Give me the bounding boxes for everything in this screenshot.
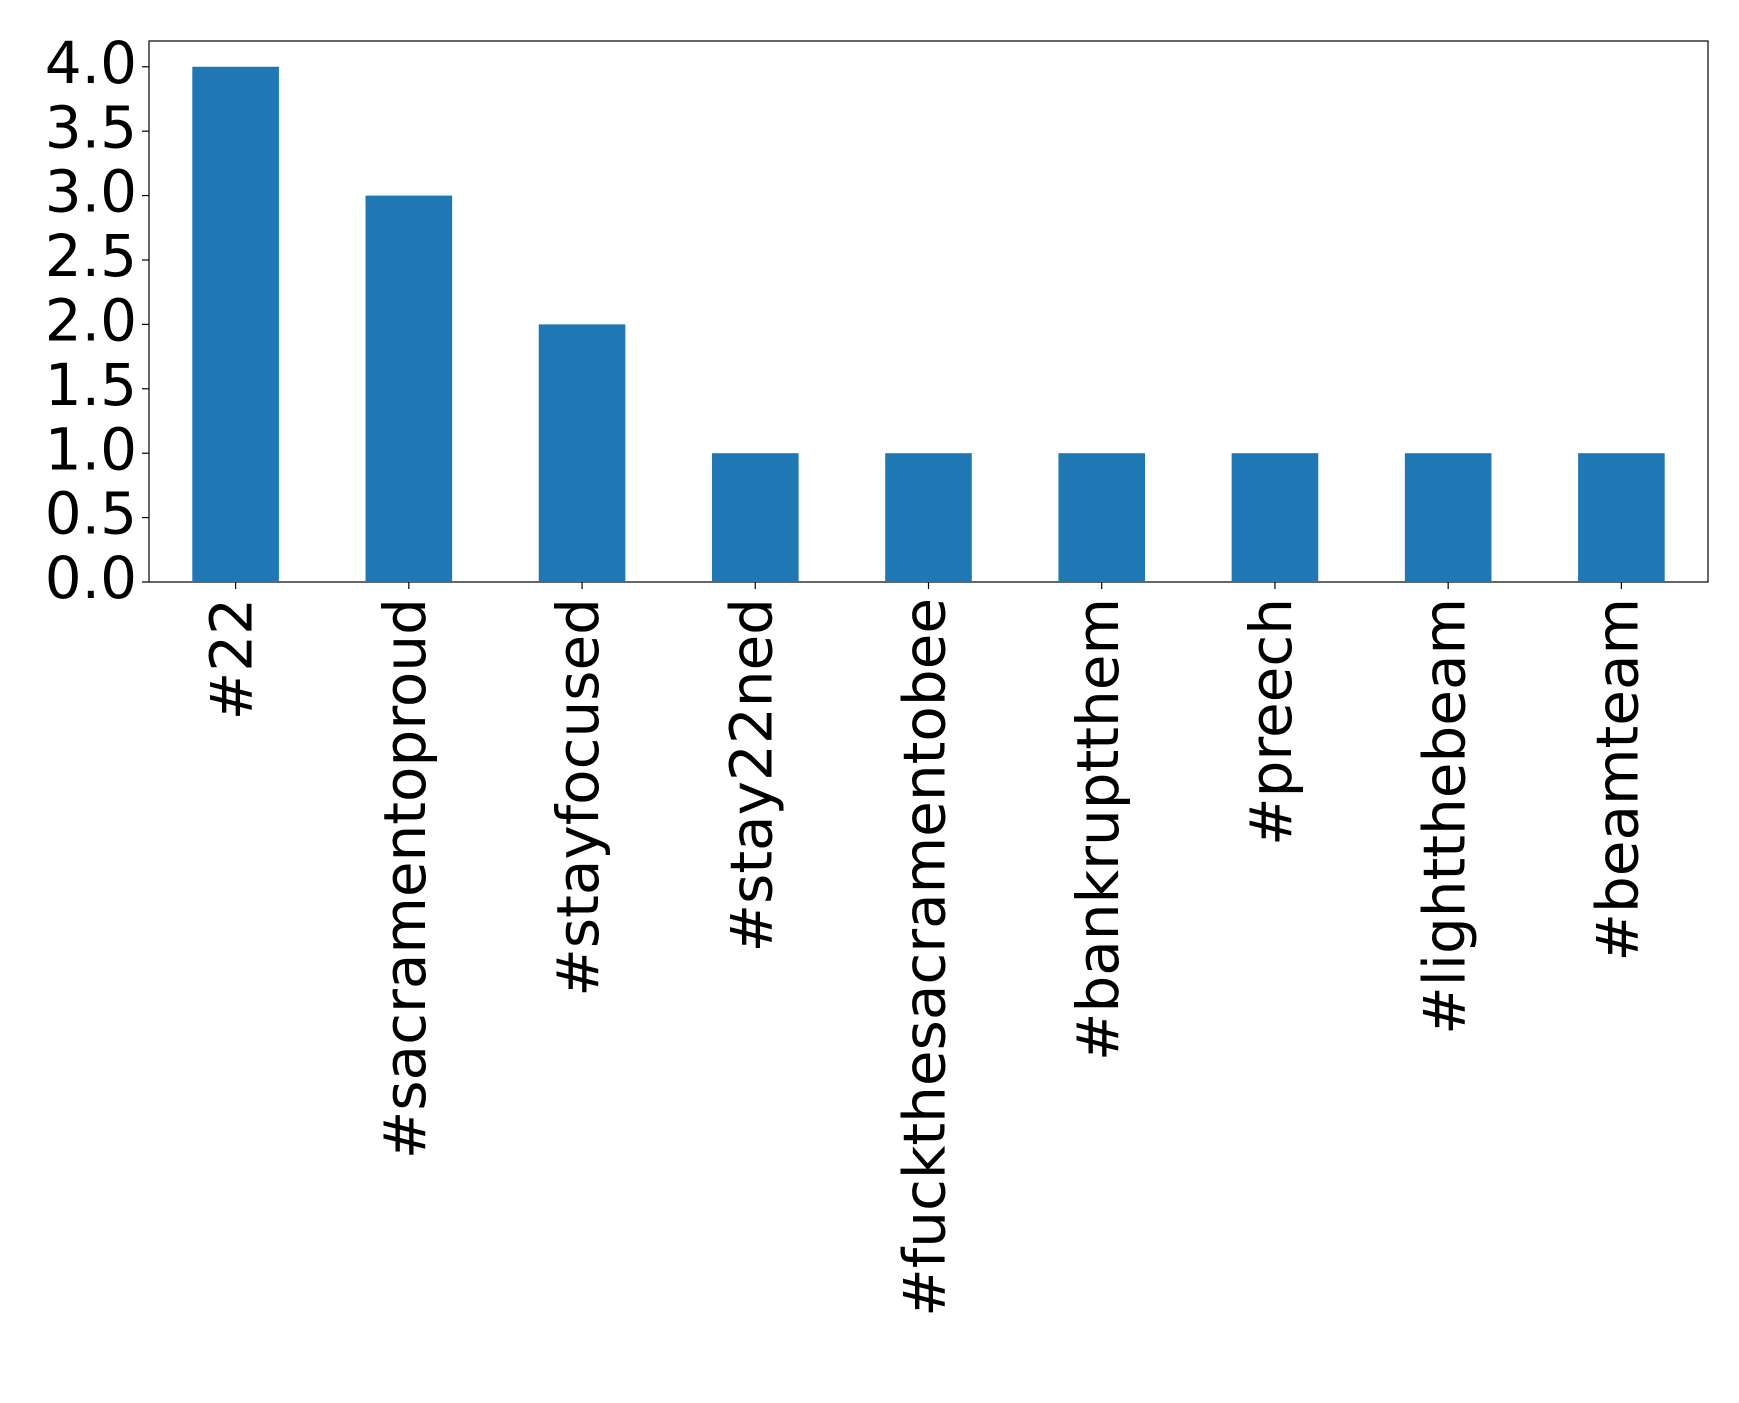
x-tick-label: #sacramentoproud (371, 598, 439, 1159)
bar (885, 453, 972, 582)
y-tick-label: 4.0 (45, 29, 137, 97)
x-tick-label: #bankruptthem (1064, 598, 1132, 1061)
x-tick-label: #beamteam (1583, 598, 1651, 962)
bar (711, 453, 799, 582)
y-tick-label: 3.0 (45, 158, 137, 226)
bar (192, 66, 279, 582)
bar (1058, 453, 1146, 582)
x-tick-label: #22 (198, 598, 266, 720)
y-tick-label: 1.0 (45, 415, 137, 483)
y-tick-label: 1.5 (45, 351, 137, 419)
bar (1231, 453, 1319, 582)
y-tick-label: 3.5 (45, 93, 137, 161)
x-tick-label: #stayfocused (544, 598, 612, 997)
y-tick-label: 0.5 (45, 480, 137, 548)
x-tick-label: #lightthebeam (1410, 598, 1478, 1035)
x-tick-label: #fuckthesacramentobee (891, 598, 959, 1317)
x-tick-label: #preech (1237, 598, 1305, 846)
bar (1578, 453, 1665, 582)
y-tick-label: 0.0 (45, 544, 137, 612)
x-tick-label: #stay22ned (717, 598, 785, 953)
y-tick-label: 2.0 (45, 286, 137, 354)
bar (538, 324, 626, 582)
bar (365, 195, 453, 583)
bar (1404, 453, 1492, 582)
y-tick-label: 2.5 (45, 222, 137, 290)
